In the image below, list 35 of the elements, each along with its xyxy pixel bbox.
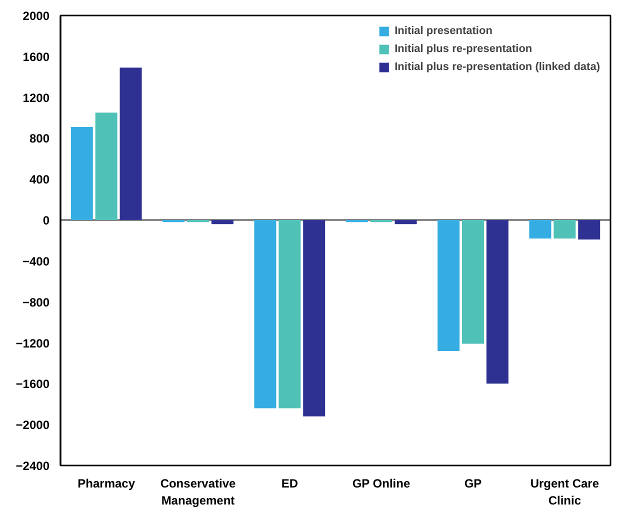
bar	[486, 220, 508, 384]
y-tick-label: 1600	[22, 50, 50, 64]
bar	[254, 220, 276, 408]
y-tick-label: −1200	[16, 336, 50, 350]
y-tick-label: −2000	[16, 418, 50, 432]
bar	[438, 220, 460, 351]
bar	[554, 220, 576, 238]
x-tick-label: Pharmacy	[78, 476, 136, 490]
x-tick-label: ED	[281, 476, 298, 490]
bar	[462, 220, 484, 344]
x-tick-label: Conservative Management	[160, 476, 236, 508]
y-tick-label: −400	[22, 254, 50, 268]
legend-label: Initial plus re-presentation	[394, 43, 532, 55]
bar	[303, 220, 326, 416]
y-tick-label: 800	[29, 132, 50, 146]
bar	[529, 220, 552, 238]
y-tick-label: 400	[29, 172, 50, 187]
bar	[211, 220, 234, 224]
x-tick-label: Urgent Care Clinic	[530, 476, 600, 508]
x-tick-label: GP	[464, 476, 482, 490]
y-tick-label: −1600	[16, 377, 50, 392]
y-tick-label: 1200	[22, 90, 50, 105]
x-tick-label: GP Online	[352, 476, 410, 490]
legend-label: Initial plus re-presentation (linked data)	[394, 61, 600, 73]
bar	[278, 220, 301, 408]
y-tick-label: 2000	[22, 9, 50, 23]
bar	[95, 112, 118, 220]
bar	[70, 126, 93, 220]
y-tick-label: −2400	[16, 459, 50, 473]
legend-label: Initial presentation	[394, 25, 492, 37]
y-tick-label: −800	[22, 295, 50, 310]
bar	[578, 220, 600, 240]
y-tick-label: 0	[42, 214, 50, 228]
bar	[394, 220, 417, 224]
bar	[120, 68, 142, 220]
